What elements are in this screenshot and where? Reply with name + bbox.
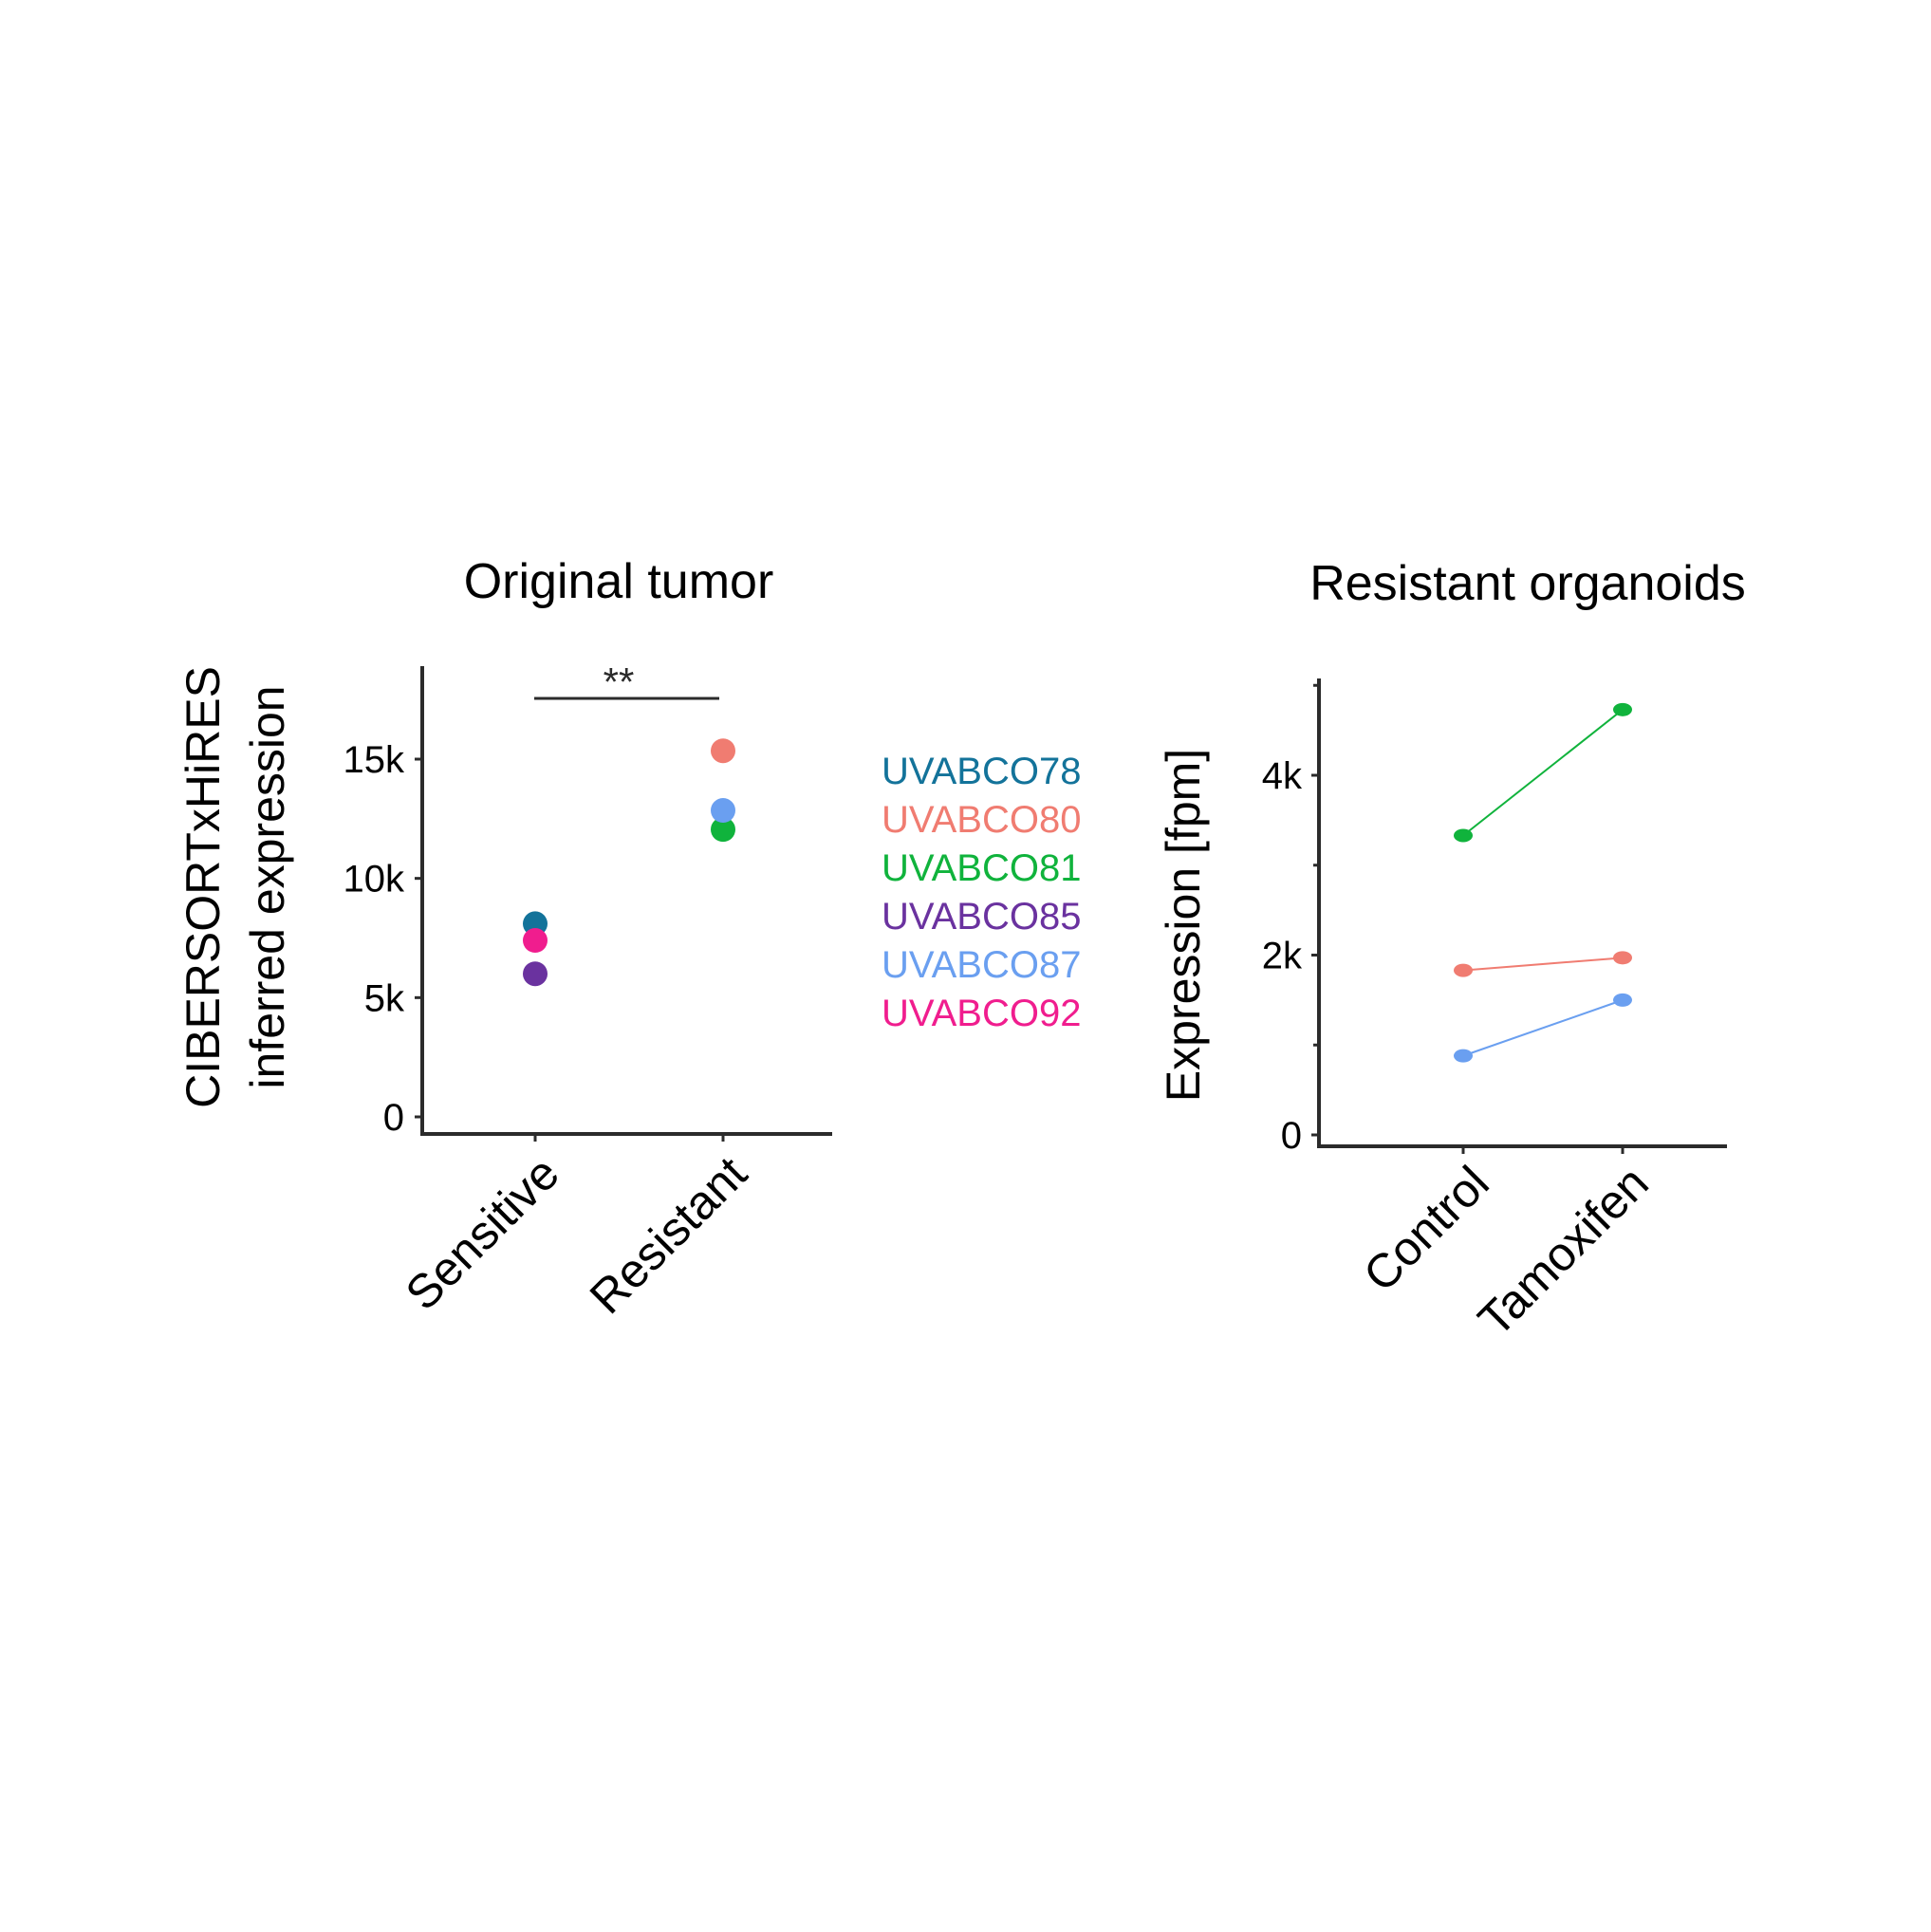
left-y-ticks: 0 5k 10k 15k bbox=[343, 739, 422, 1139]
series-line-uvabco80 bbox=[1462, 957, 1624, 972]
right-y-ticks: 0 2k 4k bbox=[1262, 683, 1319, 1157]
right-x-tick-label-tamoxifen: Tamoxifen bbox=[1468, 1156, 1659, 1347]
series-point-uvabco81-tamoxifen bbox=[1613, 702, 1632, 716]
point-uvabco92 bbox=[523, 928, 548, 954]
legend-item-uvabco92: UVABCO92 bbox=[882, 993, 1081, 1034]
series-line-uvabco81 bbox=[1462, 709, 1624, 837]
left-y-axis-label-line1: CIBERSORTxHiRES bbox=[176, 666, 230, 1108]
series-line-uvabco87 bbox=[1462, 998, 1624, 1057]
right-y-tick-label: 2k bbox=[1262, 936, 1303, 977]
point-uvabco80 bbox=[711, 738, 735, 764]
significance-stars: ** bbox=[603, 659, 635, 704]
left-data-points bbox=[523, 738, 735, 987]
significance-annotation: ** bbox=[534, 659, 719, 704]
left-y-tick-label: 5k bbox=[364, 977, 405, 1019]
legend-item-uvabco78: UVABCO78 bbox=[882, 751, 1081, 792]
right-data-series bbox=[1454, 702, 1632, 1063]
point-uvabco85 bbox=[523, 961, 548, 987]
point-uvabco87 bbox=[711, 798, 735, 824]
left-y-axis-label-line2: inferred expression bbox=[241, 685, 294, 1088]
left-chart-title: Original tumor bbox=[464, 554, 774, 609]
left-x-ticks: Sensitive Resistant bbox=[396, 1134, 757, 1324]
left-x-tick-label-resistant: Resistant bbox=[580, 1146, 757, 1324]
left-y-tick-label: 10k bbox=[343, 859, 405, 901]
legend-item-uvabco81: UVABCO81 bbox=[882, 847, 1081, 889]
legend-item-uvabco80: UVABCO80 bbox=[882, 799, 1081, 841]
original-tumor-panel: Original tumor CIBERSORTxHiRES inferred … bbox=[176, 554, 832, 1324]
legend-item-uvabco85: UVABCO85 bbox=[882, 896, 1081, 938]
series-point-uvabco87-tamoxifen bbox=[1613, 993, 1632, 1007]
series-point-uvabco80-tamoxifen bbox=[1613, 951, 1632, 965]
point-uvabco81 bbox=[711, 817, 735, 843]
legend-item-uvabco87: UVABCO87 bbox=[882, 944, 1081, 986]
right-y-axis-label: Expression [fpm] bbox=[1157, 749, 1210, 1102]
resistant-organoids-panel: Resistant organoids Expression [fpm] 0 2k… bbox=[1157, 556, 1746, 1347]
series-point-uvabco80-control bbox=[1454, 963, 1473, 977]
left-x-tick-label-sensitive: Sensitive bbox=[396, 1146, 569, 1320]
sample-legend: UVABCO78 UVABCO80 UVABCO81 UVABCO85 UVAB… bbox=[882, 751, 1081, 1034]
right-y-tick-label: 4k bbox=[1262, 755, 1303, 797]
right-chart-title: Resistant organoids bbox=[1309, 556, 1746, 611]
right-y-tick-label: 0 bbox=[1281, 1115, 1302, 1157]
series-point-uvabco81-control bbox=[1454, 828, 1473, 843]
left-y-tick-label: 15k bbox=[343, 739, 405, 781]
left-y-tick-label: 0 bbox=[383, 1097, 404, 1139]
series-point-uvabco87-control bbox=[1454, 1049, 1473, 1063]
right-x-tick-label-control: Control bbox=[1353, 1156, 1499, 1302]
